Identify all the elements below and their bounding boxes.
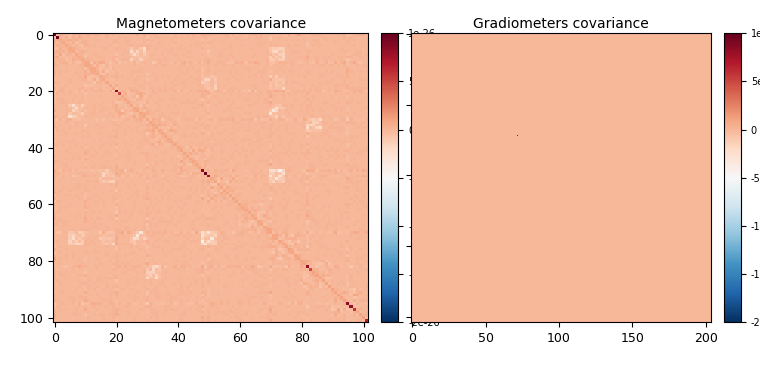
Title: Gradiometers covariance: Gradiometers covariance [473, 17, 649, 31]
Title: Magnetometers covariance: Magnetometers covariance [116, 17, 306, 31]
